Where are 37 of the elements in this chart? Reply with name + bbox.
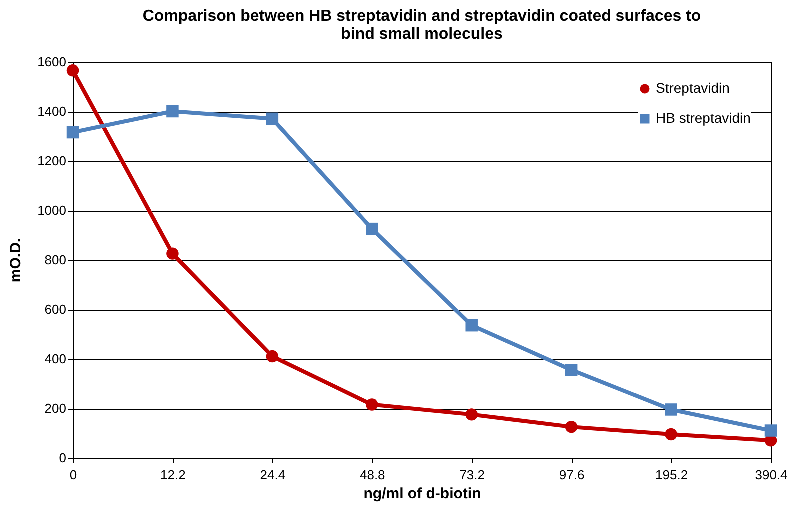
y-tick-label: 600	[44, 302, 66, 317]
point	[366, 398, 378, 411]
x-axis-title: ng/ml of d-biotin	[364, 486, 482, 502]
y-tick-label: 1200	[38, 154, 66, 168]
y-tick-label: 1000	[38, 203, 66, 218]
x-tick-label: 73.2	[460, 468, 486, 482]
y-tick-label: 800	[44, 252, 66, 268]
point	[166, 248, 179, 260]
x-tick-label: 390.4	[755, 468, 788, 482]
point	[565, 420, 578, 434]
x-tick-label: 24.4	[260, 468, 286, 482]
y-tick-label: 1400	[38, 104, 66, 119]
x-tick-label: 12.2	[160, 468, 186, 482]
point	[266, 350, 279, 363]
x-tick-label: 0	[70, 468, 78, 482]
chart-title: Comparison between HB streptavidin and streptavidin coated surfaces to bind small molecules	[142, 8, 702, 43]
x-tick-label: 48.8	[360, 468, 386, 482]
point	[66, 126, 80, 139]
y-axis-title: mO.D.	[8, 238, 25, 283]
y-tick-label: 0	[59, 450, 66, 466]
point	[166, 105, 179, 118]
point	[466, 319, 478, 332]
point	[665, 428, 678, 441]
legend-label: Streptavidin	[656, 80, 730, 96]
point	[266, 112, 279, 126]
point	[366, 222, 378, 236]
point	[66, 64, 80, 77]
y-tick-label: 200	[44, 401, 66, 416]
y-tick-label: 400	[44, 352, 66, 366]
point	[466, 408, 478, 421]
point	[665, 404, 678, 416]
legend-label: HB streptavidin	[656, 110, 751, 126]
x-tick-label: 97.6	[559, 468, 585, 482]
point	[764, 424, 778, 437]
y-tick-label: 1600	[38, 54, 66, 70]
x-tick-label: 195.2	[656, 468, 688, 482]
point	[565, 364, 578, 376]
